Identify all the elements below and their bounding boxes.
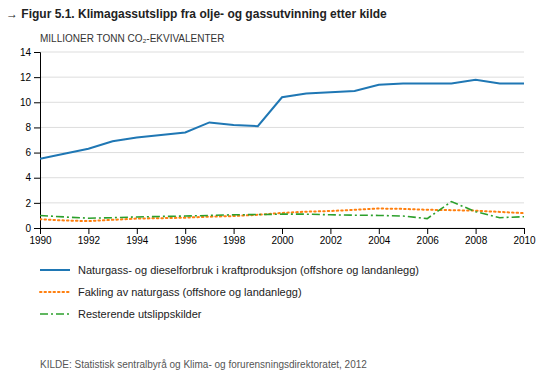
y-tick-label: 0 <box>25 223 31 234</box>
y-tick: 6 <box>25 147 40 158</box>
x-tick-mark <box>330 228 331 234</box>
y-tick-label: 4 <box>25 172 31 183</box>
grid-line <box>40 77 524 78</box>
y-tick-mark <box>34 77 40 78</box>
x-tick: 1996 <box>175 228 198 246</box>
legend-label: Resterende utslippskilder <box>78 308 202 320</box>
grid <box>40 52 524 228</box>
y-tick-label: 14 <box>20 47 32 58</box>
grid-line <box>40 177 524 178</box>
x-tick-label: 2010 <box>513 235 536 246</box>
legend-label: Fakling av naturgass (offshore og landan… <box>78 286 302 298</box>
x-tick: 1998 <box>223 228 246 246</box>
legend-swatch <box>40 269 70 271</box>
source: KILDE: Statistisk sentralbyrå og Klima- … <box>40 359 367 370</box>
y-tick: 10 <box>20 97 40 108</box>
y-tick-mark <box>34 153 40 154</box>
x-tick-mark <box>185 228 186 234</box>
y-tick-label: 8 <box>25 122 31 133</box>
x-tick: 2006 <box>417 228 440 246</box>
title: → Figur 5.1. Klimagassutslipp fra olje- … <box>6 7 387 21</box>
series-line <box>40 80 524 159</box>
grid-line <box>40 102 524 103</box>
legend-label: Naturgass- og dieselforbruk i kraftprodu… <box>78 264 419 276</box>
x-tick-label: 1998 <box>223 235 246 246</box>
y-tick-mark <box>34 228 40 229</box>
y-tick-mark <box>34 102 40 103</box>
y-axis: 0 2 4 6 8 10 12 14 <box>20 47 41 234</box>
x-tick-label: 2000 <box>271 235 294 246</box>
y-tick-mark <box>34 203 40 204</box>
x-tick-mark <box>476 228 477 234</box>
y-axis-line <box>34 53 41 229</box>
legend-swatch <box>40 291 70 293</box>
y-tick-label: 2 <box>25 198 31 209</box>
y-tick-mark <box>34 127 40 128</box>
y-tick-mark <box>34 52 40 53</box>
lines <box>40 80 524 221</box>
x-axis: 1990 1992 1994 1996 1998 2000 2002 2004 2006 2008… <box>29 228 536 246</box>
y-tick: 8 <box>25 122 40 133</box>
x-tick: 2004 <box>368 228 391 246</box>
x-tick-mark <box>524 228 525 234</box>
x-tick-mark <box>234 228 235 234</box>
x-tick: 2010 <box>513 228 536 246</box>
x-tick-label: 1990 <box>29 235 52 246</box>
legend-swatch <box>40 313 70 315</box>
y-tick: 2 <box>25 198 40 209</box>
x-tick-label: 2004 <box>368 235 391 246</box>
x-axis-line <box>41 229 525 235</box>
y-tick-mark <box>34 178 40 179</box>
grid-line <box>40 52 524 53</box>
x-tick-mark <box>427 228 428 234</box>
y-tick: 0 <box>25 223 40 234</box>
y-tick-label: 12 <box>20 72 32 83</box>
y-axis-label: MILLIONER TONN CO₂-EKVIVALENTER <box>40 33 224 44</box>
y-tick: 14 <box>20 47 40 58</box>
chart: → Figur 5.1. Klimagassutslipp fra olje- … <box>0 0 540 376</box>
x-tick-mark <box>88 228 89 234</box>
y-tick: 4 <box>25 172 40 183</box>
legend: Naturgass- og dieselforbruk i kraftprodu… <box>40 264 419 320</box>
grid-line <box>40 127 524 128</box>
x-tick: 2002 <box>320 228 343 246</box>
grid-line <box>40 152 524 153</box>
x-tick-label: 2008 <box>465 235 488 246</box>
x-tick: 2008 <box>465 228 488 246</box>
x-tick-mark <box>137 228 138 234</box>
x-tick-label: 2002 <box>320 235 343 246</box>
x-tick: 1992 <box>78 228 101 246</box>
y-tick-label: 6 <box>25 147 31 158</box>
series-line <box>40 202 524 219</box>
x-tick: 1994 <box>126 228 149 246</box>
x-tick: 1990 <box>29 228 52 246</box>
x-tick-label: 1994 <box>126 235 149 246</box>
x-tick-label: 1996 <box>175 235 198 246</box>
x-tick-label: 2006 <box>417 235 440 246</box>
x-tick-label: 1992 <box>78 235 101 246</box>
x-tick-mark <box>379 228 380 234</box>
y-tick: 12 <box>20 72 40 83</box>
x-tick-mark <box>282 228 283 234</box>
y-tick-label: 10 <box>20 97 32 108</box>
plot-area: 1990 1992 1994 1996 1998 2000 2002 2004 2006 2008… <box>20 47 536 246</box>
x-tick: 2000 <box>271 228 294 246</box>
